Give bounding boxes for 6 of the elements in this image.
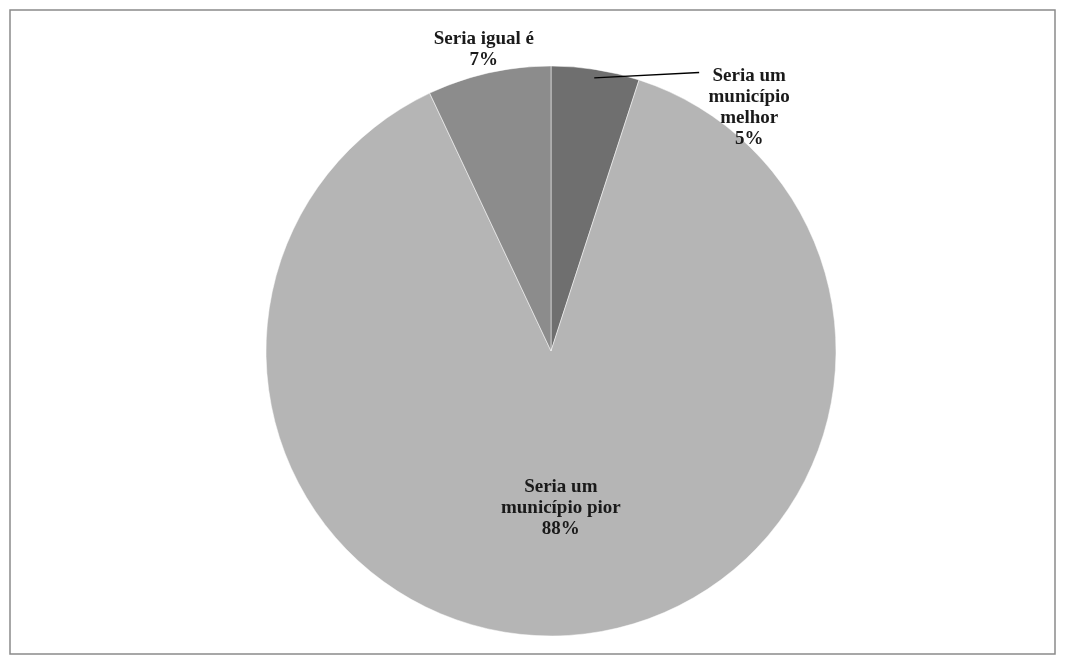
data-label: 5% xyxy=(734,126,764,148)
slice-label: Seria um município melhor xyxy=(708,63,790,127)
slice-label: Seria um município pior xyxy=(500,475,622,518)
data-label: 88% xyxy=(541,517,580,539)
data-label: 7% xyxy=(469,47,499,69)
slice-label: Seria igual é xyxy=(433,26,534,48)
